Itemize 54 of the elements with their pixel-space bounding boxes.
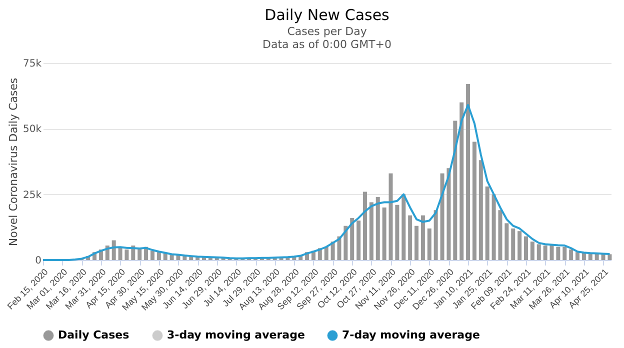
bar <box>608 254 612 260</box>
bar <box>388 173 393 260</box>
bar <box>524 236 528 260</box>
bar <box>569 249 574 260</box>
bar <box>427 228 432 260</box>
bar <box>369 202 374 260</box>
bar <box>536 244 541 260</box>
bar <box>446 168 451 260</box>
bar <box>543 246 548 260</box>
bar <box>466 84 470 260</box>
y-tick-label: 75k <box>22 58 42 70</box>
bar <box>395 204 400 260</box>
bar <box>511 228 516 260</box>
y-tick-label: 0 <box>35 256 42 266</box>
bar <box>402 194 406 260</box>
bar <box>498 210 502 260</box>
bar <box>485 186 490 260</box>
bar <box>492 194 496 260</box>
bar <box>440 173 444 260</box>
chart-title: Daily New Cases <box>264 6 390 24</box>
legend-label: 7-day moving average <box>342 328 480 342</box>
bar <box>504 223 509 260</box>
legend-label: Daily Cases <box>58 328 130 342</box>
y-tick-label: 50k <box>22 124 42 136</box>
bar <box>420 215 425 260</box>
bar <box>530 242 534 260</box>
bar <box>472 142 476 260</box>
bar <box>150 250 154 260</box>
bar <box>588 253 592 260</box>
bar <box>156 252 161 260</box>
bar <box>163 253 168 260</box>
bar <box>562 246 567 260</box>
legend-label: 3-day moving average <box>167 328 305 342</box>
y-tick-label: 25k <box>22 190 42 201</box>
bar <box>408 215 412 260</box>
bar <box>414 226 419 260</box>
bar <box>344 226 348 260</box>
bar <box>453 120 458 260</box>
bar <box>434 210 438 260</box>
bar <box>118 246 122 260</box>
bar <box>460 102 464 260</box>
y-axis-title: Novel Coronavirus Daily Cases <box>6 78 20 246</box>
chart-subtitle: Cases per Day Data as of 0:00 GMT+0 <box>262 25 392 51</box>
bar <box>556 246 560 260</box>
bar <box>350 218 354 260</box>
bar <box>356 220 361 260</box>
bar <box>324 246 328 260</box>
bar <box>376 196 380 260</box>
bar <box>576 252 580 260</box>
bar <box>382 207 386 260</box>
bar <box>518 231 522 260</box>
bar <box>478 160 483 260</box>
bar <box>124 249 129 260</box>
bar <box>362 192 367 260</box>
